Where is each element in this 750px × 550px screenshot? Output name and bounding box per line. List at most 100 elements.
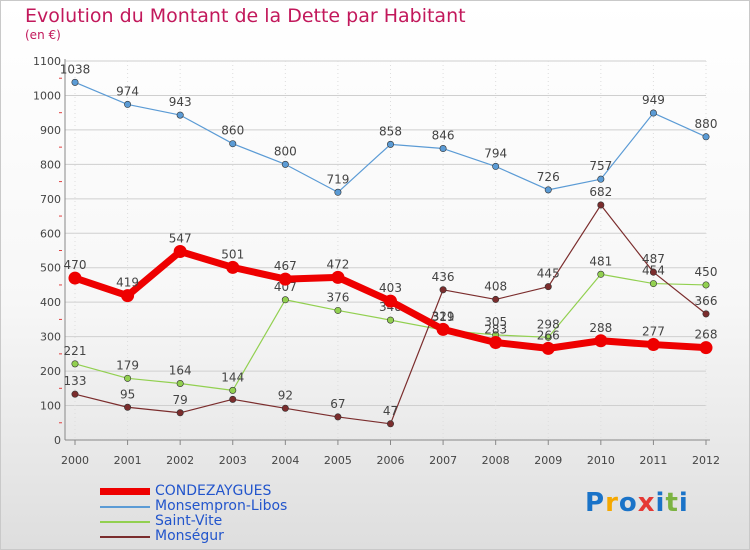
data-label: 943: [169, 95, 192, 109]
proxiti-logo: Proxiti: [585, 488, 689, 518]
data-point: [544, 186, 552, 194]
data-label: 305: [484, 315, 507, 329]
x-tick-label: 2002: [166, 454, 194, 467]
data-label: 95: [120, 387, 135, 401]
data-point: [594, 334, 608, 348]
data-point: [699, 341, 713, 355]
legend-label: Monsempron-Libos: [155, 498, 288, 514]
data-point: [124, 100, 132, 108]
data-point: [702, 310, 710, 318]
data-point: [702, 281, 710, 289]
legend-label: Saint-Vite: [155, 513, 223, 529]
data-label: 283: [484, 322, 507, 336]
y-tick-label: 800: [40, 158, 61, 171]
data-point: [281, 160, 289, 168]
x-tick-label: 2003: [219, 454, 247, 467]
data-point: [331, 270, 345, 284]
data-point: [386, 140, 394, 148]
data-point: [229, 395, 237, 403]
logo-letter: i: [655, 488, 666, 518]
data-label: 277: [642, 325, 665, 339]
data-label: 487: [642, 252, 665, 266]
y-tick-label: 600: [40, 227, 61, 240]
legend-item-monsegur: Monségur: [100, 529, 360, 544]
data-point: [597, 201, 605, 209]
data-label: 481: [589, 254, 612, 268]
data-point: [121, 289, 135, 303]
data-point: [173, 245, 187, 259]
y-tick-label: 700: [40, 193, 61, 206]
y-tick-label: 300: [40, 331, 61, 344]
data-label: 949: [642, 93, 665, 107]
legend-swatch: [100, 536, 150, 538]
data-label: 319: [432, 310, 455, 324]
y-tick-label: 100: [40, 400, 61, 413]
chart-subtitle: (en €): [25, 28, 61, 42]
legend-label: CONDEZAYGUES: [155, 483, 272, 499]
data-point: [649, 109, 657, 117]
data-label: 800: [274, 144, 297, 158]
data-point: [541, 341, 555, 355]
data-point: [649, 268, 657, 276]
data-label: 450: [695, 265, 718, 279]
data-label: 92: [278, 388, 293, 402]
data-point: [176, 111, 184, 119]
data-label: 547: [169, 232, 192, 246]
data-label: 133: [64, 374, 87, 388]
data-label: 726: [537, 170, 560, 184]
x-tick-label: 2011: [639, 454, 667, 467]
data-label: 79: [173, 393, 188, 407]
y-tick-label: 1100: [33, 55, 61, 68]
data-label: 376: [326, 290, 349, 304]
data-label: 880: [695, 117, 718, 131]
data-label: 719: [326, 172, 349, 186]
data-label: 467: [274, 259, 297, 273]
data-point: [281, 404, 289, 412]
data-label: 860: [221, 124, 244, 138]
data-label: 321: [432, 309, 455, 323]
data-point: [124, 374, 132, 382]
data-point: [649, 280, 657, 288]
y-tick-label: 400: [40, 296, 61, 309]
data-label: 408: [484, 279, 507, 293]
legend-swatch: [100, 488, 150, 495]
x-tick-label: 2009: [534, 454, 562, 467]
x-tick-label: 2000: [61, 454, 89, 467]
data-point: [384, 294, 397, 308]
data-label: 266: [537, 328, 560, 342]
data-point: [68, 271, 82, 285]
legend-swatch: [100, 506, 150, 508]
x-tick-label: 2007: [429, 454, 457, 467]
data-label: 288: [589, 321, 612, 335]
y-tick-label: 1000: [33, 89, 61, 102]
data-label: 974: [116, 84, 139, 98]
data-label: 472: [326, 257, 349, 271]
x-tick-label: 2008: [482, 454, 510, 467]
legend-label: Monségur: [155, 528, 224, 544]
x-tick-label: 2005: [324, 454, 352, 467]
data-point: [439, 145, 447, 153]
data-point: [544, 283, 552, 291]
data-label: 419: [116, 276, 139, 290]
data-point: [71, 360, 79, 368]
data-point: [492, 295, 500, 303]
y-tick-label: 0: [54, 434, 61, 447]
logo-letter: o: [618, 488, 638, 518]
data-label: 403: [379, 281, 402, 295]
data-label: 1038: [60, 62, 91, 76]
x-tick-label: 2012: [692, 454, 720, 467]
y-tick-label: 200: [40, 365, 61, 378]
data-point: [386, 316, 394, 324]
logo-letter: i: [678, 488, 689, 518]
data-label: 268: [695, 328, 718, 342]
data-point: [334, 413, 342, 421]
data-point: [436, 322, 450, 336]
data-point: [597, 175, 605, 183]
data-point: [229, 386, 237, 394]
data-label: 179: [116, 358, 139, 372]
data-label: 407: [274, 280, 297, 294]
legend-item-condezaygues: CONDEZAYGUES: [100, 484, 360, 499]
data-point: [544, 333, 552, 341]
logo-letter: t: [665, 488, 679, 518]
